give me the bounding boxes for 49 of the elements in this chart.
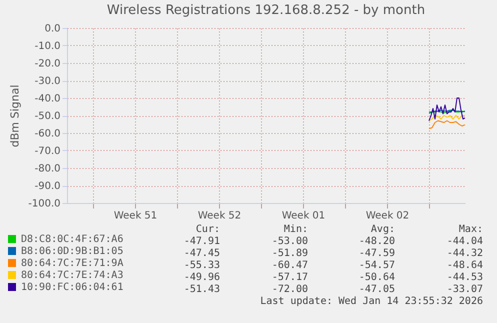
y-tick-label: -80.0: [34, 164, 60, 174]
y-tick-label: -40.0: [34, 94, 60, 104]
text: Avg:: [370, 224, 395, 235]
legend-label: D8:C8:0C:4F:67:A6: [21, 234, 124, 245]
text: -47.45: [184, 248, 220, 259]
text: -51.89: [272, 248, 308, 259]
y-tick-label: -90.0: [34, 181, 60, 192]
text: Cur:: [196, 224, 220, 235]
text: -57.17: [272, 272, 308, 283]
y-tick-label: 0.0: [44, 24, 60, 34]
text: -44.04: [446, 236, 483, 247]
text: -47.91: [184, 236, 220, 247]
y-tick-label: -60.0: [34, 128, 60, 140]
chart-title: Wireless Registrations 192.168.8.252 - by month: [106, 3, 426, 18]
y-tick-label: -10.0: [34, 41, 60, 52]
text: -49.96: [184, 272, 220, 283]
legend-label: B8:06:0D:9B:B1:05: [21, 246, 124, 257]
y-tick-label: -100.0: [28, 198, 60, 210]
text: -44.53: [446, 272, 483, 283]
legend-label: 80:64:7C:7E:71:9A: [21, 258, 124, 269]
text: -54.57: [358, 260, 395, 271]
y-tick-label: -30.0: [34, 76, 60, 87]
text: -55.33: [184, 260, 220, 271]
line-series: [428, 120, 466, 130]
x-tick-label: Week 02: [366, 210, 410, 222]
text: -60.47: [272, 260, 308, 271]
y-axis-title: dBm Signal: [8, 84, 22, 148]
text: -47.05: [358, 284, 395, 295]
text: -33.07: [446, 284, 483, 295]
text: Last update: Wed Jan 14 23:55:32 2026: [260, 296, 483, 307]
x-tick-label: Week 52: [198, 210, 242, 222]
x-tick-label: Week 51: [114, 210, 158, 222]
y-tick-label: -20.0: [34, 58, 60, 70]
y-tick-label: -70.0: [34, 146, 60, 157]
text: -48.64: [446, 260, 483, 271]
y-tick-label: -50.0: [34, 111, 60, 122]
text: -48.20: [358, 236, 395, 247]
text: -72.00: [272, 284, 308, 295]
text: Min:: [284, 224, 308, 235]
line-series: [428, 98, 466, 122]
legend-label: 10:90:FC:06:04:61: [21, 282, 124, 293]
legend-label: 80:64:7C:7E:74:A3: [21, 270, 124, 281]
text: -47.59: [358, 248, 395, 259]
text: -53.00: [272, 236, 308, 247]
text: -51.43: [184, 284, 220, 295]
x-tick-label: Week 01: [282, 210, 326, 222]
text: -50.64: [358, 272, 395, 283]
text: -44.32: [446, 248, 483, 259]
text: Max:: [458, 224, 483, 235]
